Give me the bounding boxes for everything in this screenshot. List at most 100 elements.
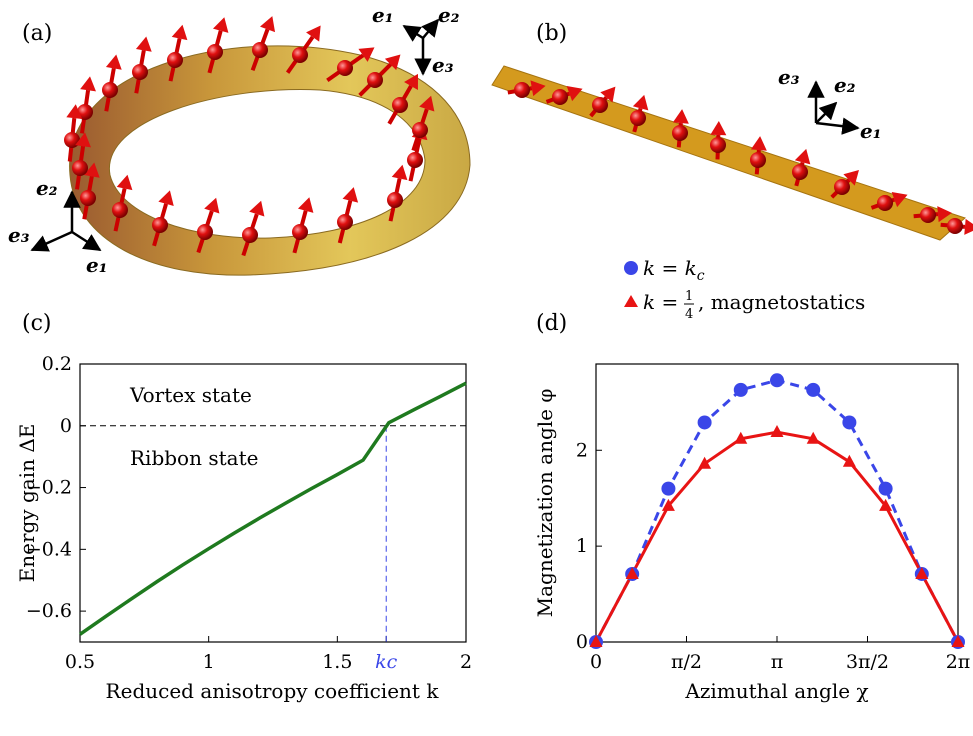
y-tick-label: 0 [576, 631, 588, 653]
spin-head [306, 25, 321, 42]
series-kc-point [842, 415, 857, 430]
e2-label-a-top: e₂ [438, 3, 460, 27]
x-tick-label: 0.5 [65, 651, 95, 673]
legend-frac-den: 4 [685, 307, 693, 322]
panel-c: (c) 0.5 1 1.5 kc 2 0.2 0 −0.2 −0.4 −0.6 Vortex st… [15, 311, 472, 703]
panel-c-label: (c) [22, 311, 52, 336]
plot-d-ticks: 0 π/2 π 3π/2 2π 0 1 2 [576, 439, 970, 673]
spin-head [632, 94, 649, 111]
spin-head [750, 136, 767, 151]
spin-ball [242, 227, 258, 243]
spin-head [66, 104, 83, 119]
series-quarter-point [589, 635, 603, 647]
spin-head [937, 206, 952, 223]
legend-series2-suffix: , magnetostatics [698, 290, 865, 314]
spin-head [75, 132, 91, 148]
spin-ball [672, 125, 688, 141]
series-quarter-line [594, 430, 960, 643]
spin-ball [197, 224, 213, 240]
plot-c-xlabel: Reduced anisotropy coefficient k [106, 679, 440, 703]
spin-ball [367, 72, 383, 88]
spin-ball [514, 82, 530, 98]
y-tick-label: −0.4 [26, 538, 72, 560]
spin-head [843, 170, 859, 186]
spin-head [794, 148, 811, 165]
y-tick-label: 0.2 [42, 353, 72, 375]
panel-d-label: (d) [536, 311, 567, 336]
spin-head [710, 121, 727, 136]
spin-ball [337, 60, 353, 76]
spin-head [964, 218, 973, 235]
series-quarter-point [625, 566, 639, 579]
spin-head [600, 86, 616, 103]
series-quarter-point [915, 566, 929, 579]
spin-head [260, 16, 276, 33]
spin-head [358, 47, 375, 62]
triad-a-bottom: e₂ e₃ e₁ [8, 176, 107, 277]
panel-b: (b) e₃ e₂ e₁ [491, 21, 973, 241]
series-kc-point [661, 481, 676, 496]
ribbon-strip [491, 65, 966, 241]
ring-spins [64, 16, 435, 257]
ribbon-spins [507, 80, 973, 235]
legend-marker-kc [624, 261, 638, 275]
spin-ball [750, 152, 766, 168]
ribbon-annotation: Ribbon state [130, 446, 258, 470]
e3-label-a: e₃ [8, 223, 30, 247]
legend: k = kc k = 1 4 , magnetostatics [624, 256, 865, 322]
series-kc-point [878, 481, 893, 496]
series-kc-point [733, 382, 748, 397]
y-tick-label: 1 [576, 535, 588, 557]
x-tick-label: kc [375, 651, 398, 673]
x-tick-label: π [771, 651, 784, 673]
e3-label-b: e₃ [778, 65, 800, 89]
spin-ball [64, 132, 80, 148]
spin-ball [207, 44, 223, 60]
spin-ball [152, 217, 168, 233]
spin-ball [132, 64, 148, 80]
series-kc-point [697, 415, 712, 430]
series-quarter-point [661, 498, 675, 511]
triad-b: e₃ e₂ e₁ [778, 65, 881, 143]
spin-ball [877, 195, 893, 211]
series-kc-line [594, 378, 960, 643]
y-tick-label: 0 [60, 415, 72, 437]
spin-head [384, 54, 401, 71]
spin-ball [252, 42, 268, 58]
y-tick-label: −0.6 [26, 600, 72, 622]
spin-ball [792, 164, 808, 180]
series-quarter-point [951, 635, 965, 647]
spin-head [105, 54, 122, 70]
plot-d-ylabel: Magnetization angle φ [533, 389, 557, 618]
series-quarter-point [770, 425, 784, 438]
spin-ball [292, 224, 308, 240]
panel-a-label: (a) [22, 21, 52, 46]
x-tick-label: 3π/2 [846, 651, 889, 673]
plot-c-ticks: 0.5 1 1.5 kc 2 0.2 0 −0.2 −0.4 −0.6 [26, 353, 472, 673]
panel-d: (d) 0 π/2 π 3π/2 2π 0 1 2 Azimuthal angle χ Mag… [533, 311, 970, 703]
legend-series1: k = kc [643, 256, 705, 284]
plot-c-frame [79, 363, 467, 643]
x-tick-label: π/2 [671, 651, 702, 673]
spin-head [566, 86, 583, 102]
spin-head [391, 164, 408, 181]
spin-head [204, 197, 220, 214]
y-tick-label: −0.2 [26, 477, 72, 499]
spin-ball [77, 104, 93, 120]
legend-frac-num: 1 [685, 289, 693, 304]
spin-head [212, 17, 229, 33]
spin-ball [102, 82, 118, 98]
spin-head [342, 187, 359, 203]
e3-label-a-top: e₃ [432, 53, 454, 77]
spin-ball [167, 52, 183, 68]
x-tick-label: 2π [946, 651, 971, 673]
spin-head [249, 200, 265, 217]
e1-label-a-top: e₁ [372, 3, 393, 27]
spin-ball [920, 207, 936, 223]
spin-head [116, 174, 133, 191]
series-quarter-point [806, 431, 820, 444]
x-tick-label: 1 [203, 651, 215, 673]
spin-head [297, 197, 314, 213]
spin-ball [412, 122, 428, 138]
